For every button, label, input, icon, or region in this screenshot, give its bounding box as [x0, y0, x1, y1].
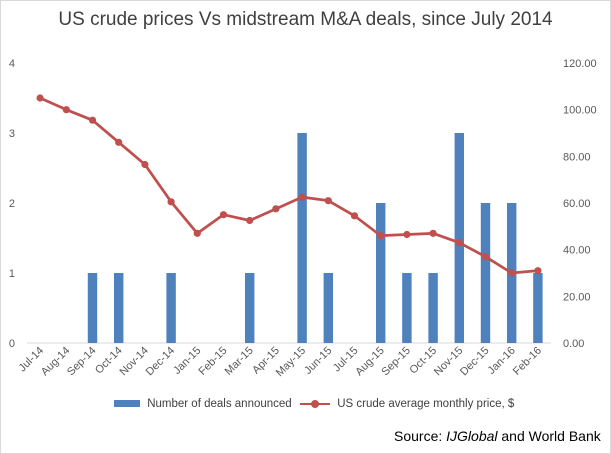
price-line	[39, 96, 539, 275]
price-point-Jun-15	[324, 197, 332, 205]
y-left-tick: 3	[9, 128, 15, 140]
bar-deals-Dec-14	[166, 273, 176, 343]
price-point-Sep-14	[88, 116, 97, 124]
price-point-Feb-15	[219, 211, 228, 219]
y-right-tick: 80.00	[563, 151, 591, 163]
price-point-May-15	[298, 193, 306, 201]
price-point-Dec-15	[481, 253, 490, 261]
bar-deals-Oct-14	[113, 273, 124, 343]
bar-deals-Aug-15	[375, 203, 386, 343]
source-prefix: Source:	[394, 428, 447, 444]
legend-swatch-line	[300, 399, 330, 409]
legend-swatch-bar	[114, 400, 140, 408]
bar-deals-Oct-15	[428, 273, 438, 343]
x-tick-Dec-15: Dec-15	[458, 345, 492, 379]
price-point-Oct-14	[115, 138, 123, 146]
x-tick-Jun-15: Jun-15	[302, 345, 334, 377]
legend-label-deals: Number of deals announced	[147, 398, 292, 410]
x-tick-Dec-14: Dec-14	[144, 345, 178, 379]
bar-deals-Nov-15	[454, 133, 465, 343]
y-left-tick: 2	[9, 198, 15, 210]
price-point-Jan-15	[193, 229, 201, 237]
x-tick-Feb-16: Feb-16	[511, 345, 544, 378]
bar-deals-Sep-15	[402, 273, 412, 343]
y-right-tick: 100.00	[563, 105, 597, 117]
source-italic: IJGlobal	[446, 428, 498, 444]
chart-title: US crude prices Vs midstream M&A deals, …	[58, 9, 553, 30]
price-point-Feb-16	[534, 267, 542, 275]
bar-deals-Jun-15	[323, 273, 334, 343]
x-tick-May-15: May-15	[274, 345, 308, 379]
bar-deals-Sep-14	[87, 273, 98, 343]
x-ticks: Jul-14Aug-14Sep-14Oct-14Nov-14Dec-14Jan-…	[17, 345, 544, 379]
source-note: Source: IJGlobal and World Bank	[394, 428, 601, 444]
bar-deals-May-15	[297, 133, 307, 343]
price-point-Apr-15	[272, 205, 280, 213]
x-tick-Sep-14: Sep-14	[65, 345, 99, 379]
legend-item-price: US crude average monthly price, $	[300, 398, 514, 410]
y-right-tick: 60.00	[563, 198, 591, 210]
price-point-Dec-14	[167, 198, 175, 206]
y-left-ticks: 0 1 2 3 4	[9, 58, 15, 350]
line-group	[36, 94, 542, 277]
x-tick-Sep-15: Sep-15	[379, 345, 413, 379]
bar-deals-Dec-15	[480, 203, 491, 343]
y-left-tick: 1	[9, 268, 15, 280]
y-right-tick: 0.00	[563, 338, 584, 350]
price-point-Sep-15	[403, 230, 411, 239]
source-suffix: and World Bank	[497, 428, 601, 444]
price-point-Nov-15	[455, 239, 463, 247]
price-point-Aug-15	[377, 232, 385, 240]
price-point-Mar-15	[246, 216, 254, 225]
price-point-Jan-16	[508, 269, 516, 277]
legend-label-price: US crude average monthly price, $	[337, 398, 515, 410]
price-point-Oct-15	[429, 229, 437, 237]
x-tick-Mar-15: Mar-15	[223, 345, 256, 378]
price-point-Aug-14	[62, 106, 70, 114]
price-point-Jul-15	[350, 212, 359, 220]
y-left-tick: 0	[9, 338, 15, 350]
bar-deals-Feb-16	[533, 273, 543, 343]
bars-group	[87, 133, 543, 343]
price-point-Nov-14	[141, 160, 149, 169]
y-left-tick: 4	[9, 58, 15, 70]
y-right-tick: 40.00	[563, 245, 591, 257]
y-right-ticks: 0.00 20.00 40.00 60.00 80.00 100.00 120.00	[563, 58, 597, 350]
price-point-Jul-14	[36, 94, 44, 102]
bar-deals-Mar-15	[244, 273, 255, 343]
legend-item-deals: Number of deals announced	[114, 398, 292, 410]
x-tick-Feb-15: Feb-15	[196, 345, 229, 378]
y-right-tick: 120.00	[563, 58, 597, 70]
y-right-tick: 20.00	[563, 291, 591, 303]
